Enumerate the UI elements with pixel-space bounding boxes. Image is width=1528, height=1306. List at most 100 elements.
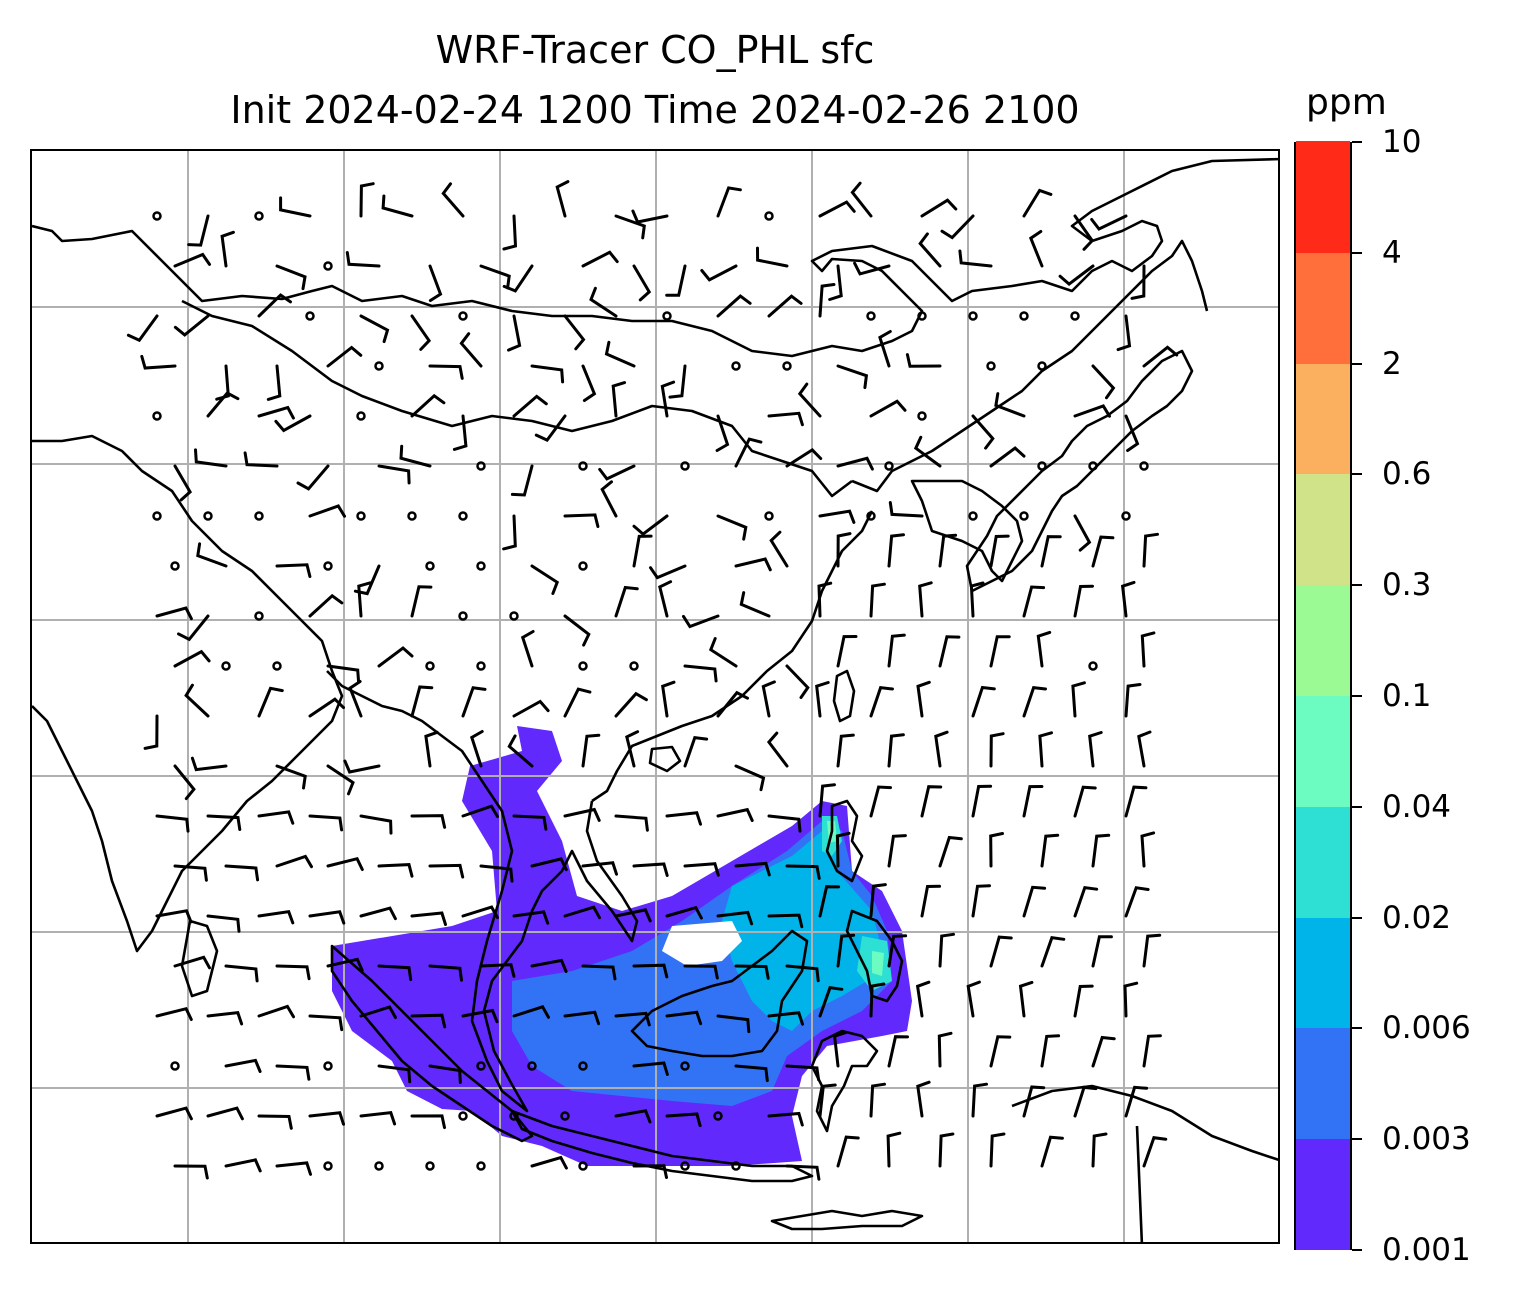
wind-barb <box>869 399 907 418</box>
wind-barb <box>196 542 228 568</box>
wind-barb <box>563 905 601 920</box>
wind-barb <box>614 814 649 832</box>
calm-wind-marker <box>476 1061 486 1071</box>
wind-barb <box>1022 685 1047 718</box>
calm-wind-marker <box>968 511 978 521</box>
wind-barb <box>173 764 196 801</box>
wind-barb <box>1130 264 1146 300</box>
calm-wind-marker <box>509 611 519 621</box>
colorbar-tick-label: 0.04 <box>1382 788 1452 825</box>
wind-barb <box>377 646 414 668</box>
wind-barb <box>173 1164 209 1180</box>
wind-barb <box>767 1111 804 1127</box>
calm-wind-marker <box>323 1161 333 1171</box>
wind-barb <box>869 582 886 618</box>
wind-barb <box>461 905 499 920</box>
calm-wind-marker <box>476 461 486 471</box>
wind-barb <box>1040 1034 1061 1068</box>
wind-barb <box>734 1064 769 1083</box>
calm-wind-marker <box>323 561 333 571</box>
calm-wind-marker <box>509 1111 519 1121</box>
wind-barb <box>479 864 514 883</box>
wind-barb <box>869 685 894 718</box>
wind-barb <box>410 393 446 418</box>
calm-wind-marker <box>152 211 162 221</box>
wind-barb <box>257 686 284 718</box>
wind-barb <box>878 330 892 368</box>
wind-barb <box>969 581 985 618</box>
wind-barb <box>614 1109 652 1124</box>
calm-wind-marker <box>254 511 264 521</box>
colorbar-tick-label: 0.001 <box>1382 1232 1471 1268</box>
calm-wind-marker <box>680 1161 690 1171</box>
wind-barb <box>632 1061 669 1076</box>
wind-barb <box>1124 414 1140 452</box>
calm-wind-marker <box>1019 311 1029 321</box>
wind-barb <box>512 910 550 925</box>
wind-barb <box>1091 535 1115 568</box>
wind-barb <box>989 1132 1006 1168</box>
colorbar-block <box>1296 1138 1350 1250</box>
wind-barb <box>600 480 618 518</box>
calm-wind-marker <box>1088 661 1098 671</box>
calm-wind-marker <box>578 1161 588 1171</box>
wind-barb <box>308 910 346 925</box>
wind-barb <box>632 963 669 979</box>
wind-barb <box>1073 785 1097 818</box>
wind-barb <box>905 353 942 368</box>
coastline-japan <box>965 349 1194 593</box>
calm-wind-marker <box>680 461 690 471</box>
wind-barb <box>869 1082 886 1118</box>
wind-barb <box>850 181 873 218</box>
wind-barb <box>410 911 447 926</box>
calm-wind-marker <box>476 661 486 671</box>
calm-wind-marker <box>527 1061 537 1071</box>
wind-barb <box>769 530 789 568</box>
wind-barb <box>257 1114 293 1130</box>
calm-wind-marker <box>356 511 366 521</box>
calm-wind-marker <box>917 411 927 421</box>
colorbar-tick-label: 0.02 <box>1382 899 1452 936</box>
wind-barb <box>836 532 852 568</box>
wind-barb <box>308 504 346 518</box>
wind-barb <box>1142 345 1179 368</box>
calm-wind-marker <box>782 361 792 371</box>
tracer-plume-peak <box>827 821 884 976</box>
wind-barb <box>631 209 669 224</box>
wind-barb <box>410 314 432 351</box>
coastline-philippines-visayas <box>845 909 904 1003</box>
colorbar-block <box>1296 473 1350 586</box>
wind-barb <box>1022 885 1047 918</box>
wind-barb <box>937 1031 953 1068</box>
wind-barb <box>920 884 941 918</box>
calm-wind-marker <box>323 261 333 271</box>
wind-barb <box>220 230 235 268</box>
colorbar-unit: ppm <box>1306 82 1387 123</box>
colorbar-tick-label: 0.3 <box>1382 567 1432 604</box>
calm-wind-marker <box>866 311 876 321</box>
colorbar-tick-label: 0.006 <box>1382 1010 1471 1047</box>
wind-barb <box>257 910 295 925</box>
calm-wind-marker <box>476 1161 486 1171</box>
wind-barb <box>555 180 570 218</box>
wind-barb <box>614 585 639 618</box>
wind-barb <box>224 1058 262 1073</box>
wind-barb <box>194 448 228 468</box>
wind-barb <box>581 861 618 876</box>
calm-wind-marker <box>1070 311 1080 321</box>
calm-wind-marker <box>1037 361 1047 371</box>
wind-barb <box>1090 214 1128 231</box>
wind-barb <box>173 314 210 337</box>
wind-barb <box>832 1030 848 1068</box>
wind-barb <box>888 501 924 518</box>
wind-barb <box>173 464 193 502</box>
wind-barb <box>1123 981 1139 1018</box>
wind-barb <box>155 1106 193 1121</box>
wind-barb <box>581 364 597 402</box>
calm-wind-marker <box>170 561 180 571</box>
calm-wind-marker <box>152 411 162 421</box>
wind-barb <box>886 1131 902 1168</box>
wind-barb <box>682 614 720 629</box>
wind-barb <box>767 814 802 833</box>
colorbar-tick-mark <box>1352 695 1362 697</box>
